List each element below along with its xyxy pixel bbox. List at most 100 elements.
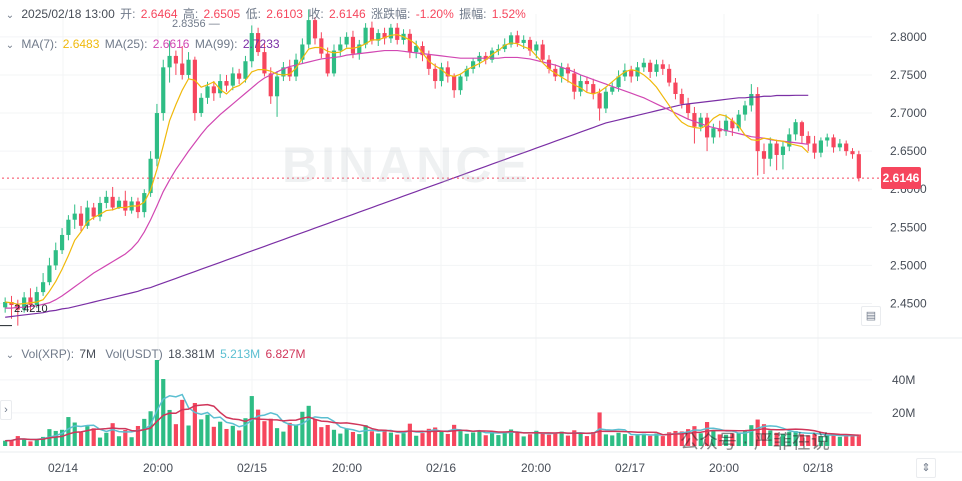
volume-bar bbox=[256, 409, 261, 446]
volume-bar bbox=[205, 414, 210, 446]
volume-bar bbox=[123, 429, 128, 446]
candle-body bbox=[521, 39, 526, 43]
candle-body bbox=[761, 151, 767, 159]
volume-bar bbox=[603, 434, 608, 446]
candle-body bbox=[780, 146, 786, 155]
volume-bar bbox=[793, 431, 798, 446]
candle-body bbox=[274, 76, 280, 97]
y-tick-label: 2.6500 bbox=[890, 144, 927, 158]
volume-bar bbox=[325, 424, 330, 446]
candle-body bbox=[565, 67, 571, 74]
candle-body bbox=[205, 86, 210, 98]
volume-bar bbox=[774, 432, 779, 446]
candle-body bbox=[116, 200, 122, 208]
volume-bar bbox=[199, 419, 204, 446]
candle-body bbox=[597, 93, 602, 109]
volume-bar bbox=[382, 429, 387, 446]
candle-body bbox=[287, 67, 292, 77]
vol-ma-a-value: 5.213M bbox=[220, 347, 261, 361]
volume-bar bbox=[723, 434, 729, 446]
ma25-line bbox=[5, 49, 809, 309]
current-price-badge[interactable]: 2.6146 bbox=[881, 167, 921, 189]
volume-bar bbox=[856, 434, 861, 446]
x-tick-label: 02/18 bbox=[803, 461, 833, 475]
ma99-value: 2.7233 bbox=[242, 37, 280, 51]
high-value: 2.6505 bbox=[203, 7, 241, 21]
volume-bar bbox=[844, 435, 849, 446]
candle-body bbox=[452, 76, 457, 91]
scale-reset-icon[interactable]: ⇕ bbox=[916, 458, 936, 478]
chevron-down-icon[interactable]: ⌄ bbox=[5, 40, 15, 51]
volume-bar bbox=[293, 424, 299, 446]
candle-body bbox=[546, 59, 552, 69]
volume-bar bbox=[641, 433, 646, 446]
chevron-down-icon[interactable]: ⌄ bbox=[5, 350, 15, 361]
candle-body bbox=[281, 67, 286, 77]
candle-body bbox=[363, 27, 368, 45]
volume-bar bbox=[91, 428, 96, 446]
candle-body bbox=[584, 81, 590, 85]
change-value: -1.20% bbox=[415, 7, 454, 21]
volume-bar bbox=[433, 427, 438, 446]
close-value: 2.6146 bbox=[329, 7, 366, 21]
candle-body bbox=[692, 113, 697, 127]
volume-bar bbox=[369, 431, 375, 446]
volume-bar bbox=[331, 429, 337, 446]
volume-bar bbox=[218, 421, 223, 446]
candle-body bbox=[9, 302, 14, 306]
candle-body bbox=[388, 27, 393, 39]
candle-body bbox=[660, 64, 665, 69]
ma25-label: MA(25): bbox=[104, 37, 148, 51]
x-tick-label: 20:00 bbox=[332, 461, 362, 475]
candle-body bbox=[704, 117, 710, 138]
candle-body bbox=[812, 143, 817, 153]
volume-bar bbox=[458, 431, 463, 446]
volume-bar bbox=[445, 433, 450, 446]
volume-bar bbox=[439, 431, 444, 446]
low-label: 低: bbox=[245, 7, 261, 21]
candle-body bbox=[230, 73, 235, 86]
volume-info-row: ⌄ Vol(XRP): 7M Vol(USDT) 18.381M 5.213M … bbox=[4, 346, 308, 362]
candle-body bbox=[502, 44, 507, 50]
candle-body bbox=[104, 196, 109, 203]
volume-bar bbox=[464, 433, 469, 446]
candle-body bbox=[192, 59, 197, 114]
volume-bar bbox=[502, 431, 507, 446]
candle-body bbox=[66, 219, 71, 235]
chevron-down-icon[interactable]: ⌄ bbox=[5, 10, 15, 21]
volume-bar bbox=[850, 435, 855, 446]
volume-bar bbox=[629, 435, 634, 446]
chevron-right-icon[interactable]: › bbox=[0, 400, 12, 420]
volume-bar bbox=[161, 379, 166, 446]
volume-bar bbox=[812, 433, 817, 446]
candle-body bbox=[199, 97, 204, 114]
candle-body bbox=[616, 76, 621, 88]
volume-tick-label: 40M bbox=[892, 373, 915, 387]
volume-bar bbox=[692, 426, 697, 446]
volume-bar bbox=[540, 432, 545, 446]
candle-body bbox=[553, 68, 558, 77]
volume-bar bbox=[388, 432, 393, 446]
volume-tick-label: 20M bbox=[892, 406, 915, 420]
high-marker-label: 2.8356 — bbox=[172, 18, 220, 30]
volume-bar bbox=[679, 431, 684, 446]
candle-body bbox=[47, 265, 52, 283]
volume-bar bbox=[667, 432, 672, 446]
candle-body bbox=[755, 94, 760, 152]
candle-body bbox=[350, 36, 356, 54]
volume-bar bbox=[578, 433, 583, 446]
candle-body bbox=[268, 73, 273, 97]
candle-body bbox=[161, 67, 166, 114]
volume-bar bbox=[591, 432, 596, 446]
volume-bar bbox=[521, 436, 526, 446]
settings-icon[interactable]: ▤ bbox=[861, 306, 881, 326]
volume-bar bbox=[357, 434, 362, 446]
volume-bar bbox=[559, 431, 564, 446]
candle-body bbox=[344, 36, 349, 45]
candle-body bbox=[534, 44, 539, 51]
candle-body bbox=[123, 200, 128, 211]
volume-bar bbox=[553, 432, 558, 446]
candle-body bbox=[78, 213, 84, 226]
high-label: 高: bbox=[182, 7, 199, 21]
